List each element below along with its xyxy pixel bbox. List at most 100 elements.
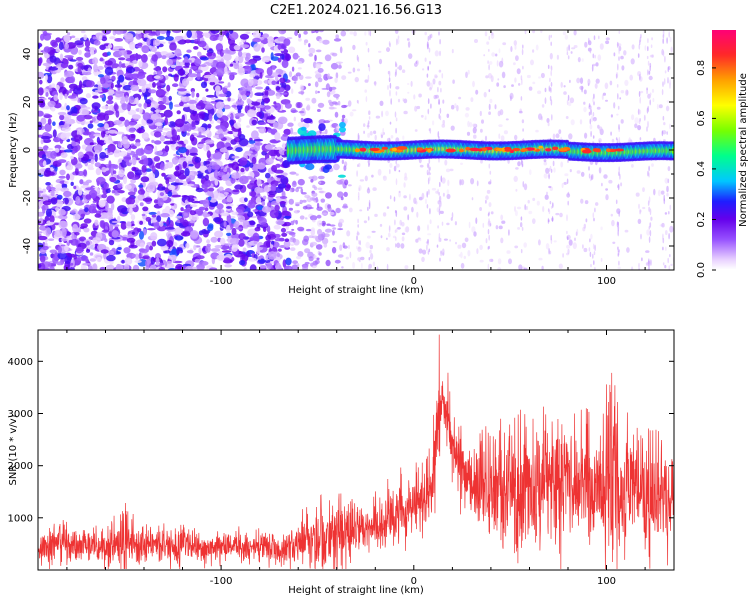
- heatmap-cell: [111, 190, 115, 194]
- heatmap-cell: [291, 233, 296, 238]
- heatmap-cell: [190, 230, 199, 238]
- heatmap-cell: [102, 30, 112, 35]
- heatmap-cell: [590, 130, 592, 137]
- heatmap-cell: [438, 208, 441, 216]
- heatmap-cell: [488, 64, 490, 71]
- heatmap-cell: [279, 196, 288, 199]
- heatmap-cell: [87, 67, 92, 74]
- heatmap-cell: [130, 220, 135, 225]
- heatmap-cell: [130, 133, 136, 139]
- heatmap-cell: [254, 142, 263, 146]
- heatmap-cell: [664, 212, 668, 215]
- heatmap-cell: [670, 46, 673, 53]
- heatmap-cell: [368, 110, 371, 115]
- heatmap-cell: [101, 36, 108, 42]
- heatmap-cell: [513, 175, 518, 182]
- heatmap-cell: [570, 51, 573, 54]
- heatmap-cell: [649, 208, 652, 216]
- heatmap-cell: [75, 167, 79, 176]
- heatmap-cell: [268, 149, 279, 157]
- heatmap-cell: [516, 68, 521, 75]
- heatmap-cell: [129, 41, 136, 51]
- heatmap-cell: [170, 140, 177, 145]
- heatmap-cell: [595, 78, 600, 84]
- heatmap-cell: [550, 34, 552, 38]
- heatmap-cell: [368, 267, 370, 270]
- heatmap-cell: [103, 182, 109, 189]
- heatmap-cell: [85, 128, 90, 136]
- heatmap-cell: [662, 246, 664, 251]
- heatmap-cell: [261, 58, 270, 63]
- heatmap-cell: [367, 63, 370, 68]
- heatmap-cell: [195, 102, 206, 110]
- heatmap-cell: [283, 215, 292, 219]
- heatmap-cell: [618, 166, 620, 173]
- heatmap-cell: [220, 212, 230, 217]
- heatmap-cell: [358, 239, 360, 245]
- heatmap-cell: [184, 167, 190, 177]
- heatmap-cell: [246, 250, 250, 258]
- heatmap-cell: [489, 179, 492, 184]
- heatmap-cell: [215, 55, 225, 59]
- heatmap-cell: [213, 169, 219, 179]
- heatmap-cell: [443, 238, 448, 241]
- heatmap-cell: [521, 160, 524, 167]
- heatmap-cell: [89, 142, 94, 146]
- heatmap-cell: [602, 92, 607, 96]
- heatmap-cell: [45, 91, 49, 97]
- heatmap-cell: [239, 86, 247, 96]
- heatmap-cell: [63, 149, 73, 153]
- heatmap-cell: [218, 186, 224, 191]
- heatmap-cell: [550, 70, 552, 77]
- heatmap-cell: [594, 266, 596, 270]
- heatmap-cell: [95, 167, 102, 176]
- heatmap-cell: [137, 78, 147, 87]
- heatmap-cell: [371, 230, 376, 233]
- heatmap-cell: [617, 266, 621, 270]
- heatmap-cell: [156, 215, 162, 223]
- heatmap-cell: [439, 50, 441, 57]
- heatmap-cell: [316, 206, 323, 211]
- heatmap-cell: [304, 217, 308, 220]
- heatmap-cell: [177, 88, 187, 92]
- heatmap-cell: [592, 112, 595, 117]
- heatmap-cell: [262, 195, 267, 200]
- heatmap-cell: [146, 119, 153, 124]
- heatmap-cell: [648, 70, 651, 75]
- heatmap-cell: [460, 162, 463, 165]
- heatmap-cell: [297, 178, 305, 186]
- heatmap-cell: [605, 188, 608, 191]
- heatmap-cell: [334, 102, 339, 106]
- heatmap-cell: [451, 104, 455, 110]
- heatmap-cell: [368, 257, 371, 261]
- heatmap-cell: [666, 131, 668, 135]
- heatmap-cell: [471, 197, 474, 201]
- heatmap-cell: [304, 261, 310, 265]
- heatmap-cell: [167, 184, 176, 191]
- heatmap-cell: [454, 103, 457, 109]
- heatmap-cell: [550, 65, 553, 70]
- heatmap-cell: [151, 54, 158, 62]
- heatmap-cell: [146, 242, 153, 246]
- heatmap-cell: [318, 123, 326, 131]
- heatmap-cell: [503, 85, 506, 89]
- heatmap-cell: [657, 189, 661, 197]
- heatmap-cell: [83, 169, 87, 177]
- heatmap-cell: [311, 192, 318, 198]
- heatmap-cell: [159, 90, 167, 95]
- heatmap-cell: [317, 228, 323, 236]
- heatmap-cell: [593, 217, 595, 222]
- heatmap-cell: [231, 104, 237, 108]
- heatmap-cell: [584, 132, 588, 139]
- heatmap-cell: [498, 133, 501, 139]
- heatmap-cell: [135, 138, 141, 144]
- heatmap-cell: [156, 224, 167, 232]
- heatmap-cell: [481, 119, 484, 124]
- heatmap-cell: [115, 110, 120, 118]
- heatmap-cell: [174, 235, 184, 241]
- heatmap-cell: [50, 150, 57, 159]
- heatmap-cell: [263, 105, 271, 110]
- heatmap-cell: [483, 54, 486, 57]
- heatmap-cell: [117, 215, 121, 222]
- heatmap-cell: [432, 78, 436, 85]
